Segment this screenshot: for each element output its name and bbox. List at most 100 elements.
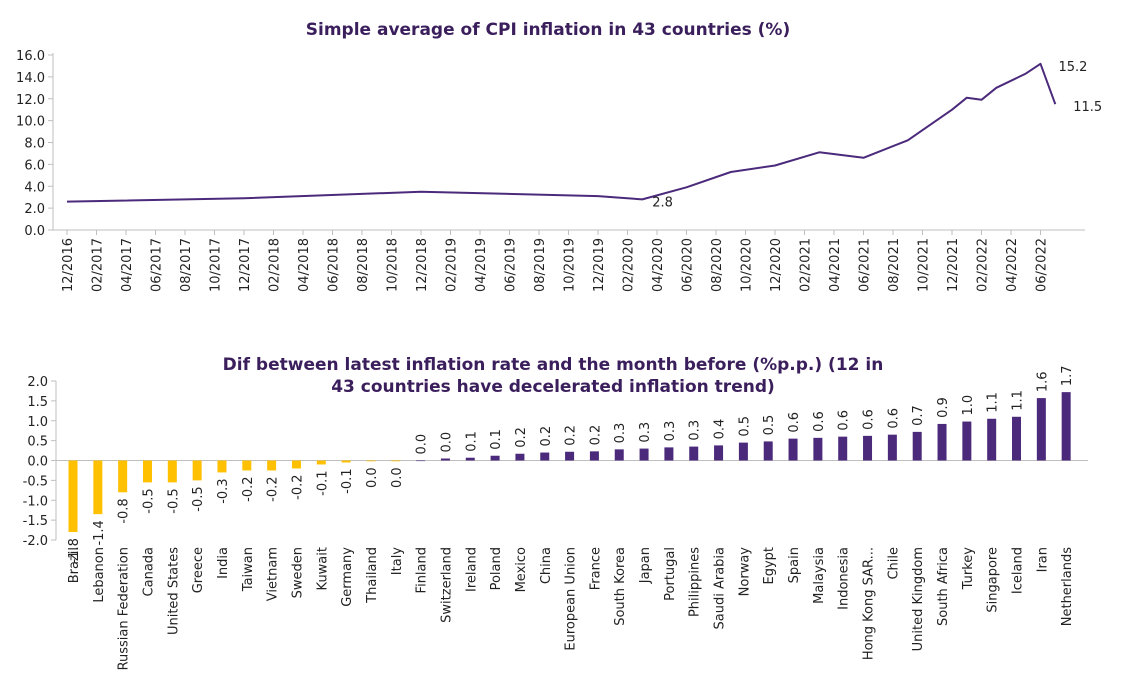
bar-chart-category-label: France — [588, 547, 603, 590]
bar-chart-value-label: 0.4 — [713, 419, 728, 440]
bar-chart-value-label: 0.0 — [365, 467, 380, 488]
bar-chart-category-label: Spain — [787, 547, 802, 583]
line-chart-x-tick-label: 08/2020 — [710, 238, 725, 292]
bar-chart-bar — [341, 460, 351, 463]
line-chart-x-tick-label: 02/2022 — [976, 238, 991, 292]
line-chart-x-tick-label: 02/2017 — [91, 238, 106, 292]
line-chart-x-tick-label: 12/2017 — [238, 238, 253, 292]
bar-chart-y-tick-label: 2.0 — [27, 375, 48, 390]
bar-chart-bar — [813, 437, 823, 461]
line-chart-x-tick-label: 06/2022 — [1035, 238, 1050, 292]
bar-chart-value-label: 0.1 — [464, 431, 479, 452]
line-chart-x-tick-label: 08/2021 — [887, 238, 902, 292]
line-chart-title: Simple average of CPI inflation in 43 co… — [306, 20, 790, 40]
bar-chart-y-tick-label: -0.5 — [23, 474, 48, 489]
line-chart-x-tick-label: 02/2018 — [268, 238, 283, 292]
bar-chart-category-label: Turkey — [961, 547, 976, 591]
line-chart-annotation: 11.5 — [1073, 100, 1102, 115]
bar-chart-bar — [540, 452, 550, 461]
bar-chart-category-label: Brazil — [67, 547, 82, 583]
bar-chart-category-label: Russian Federation — [117, 547, 132, 670]
bar-chart-bar — [639, 448, 649, 461]
line-chart-series-line — [66, 62, 1057, 203]
bar-chart-value-label: -0.1 — [340, 468, 355, 493]
bar-chart-bar — [1061, 392, 1071, 461]
bar-chart-bar — [838, 436, 848, 461]
bar-chart-category-label: South Korea — [613, 547, 628, 626]
line-chart-y-tick-label: 4.0 — [24, 180, 45, 195]
bar-chart-category-label: Taiwan — [241, 547, 256, 592]
bar-chart-category-label: European Union — [564, 547, 579, 651]
bar-chart-value-label: 0.6 — [787, 412, 802, 433]
line-chart-x-tick-label: 06/2017 — [150, 238, 165, 292]
bar-chart-bar — [1012, 416, 1022, 461]
bar-chart-value-label: 0.0 — [390, 467, 405, 488]
line-chart-x-tick-label: 10/2017 — [209, 238, 224, 292]
bar-chart-category-label: Saudi Arabia — [713, 547, 728, 630]
bar-chart-category-label: Germany — [340, 547, 355, 607]
bar-chart-bar — [291, 460, 301, 469]
line-chart-x-tick-label: 06/2021 — [858, 238, 873, 292]
bar-chart-category-label: Iceland — [1011, 547, 1026, 594]
bar-chart-category-label: Japan — [638, 547, 653, 584]
bar-chart-category-label: United Kingdom — [911, 547, 926, 651]
bar-chart-title-line-2: 43 countries have decelerated inflation … — [331, 377, 775, 397]
bar-chart-value-label: 0.3 — [688, 420, 703, 441]
line-chart-x-tick-label: 04/2017 — [120, 238, 135, 292]
bar-chart-value-label: 0.6 — [886, 408, 901, 429]
line-chart-x-tick-label: 02/2020 — [622, 238, 637, 292]
bar-chart-category-label: Mexico — [514, 547, 529, 592]
bar-chart-category-label: United States — [166, 547, 181, 635]
bar-chart-value-label: 0.2 — [539, 426, 554, 447]
bar-chart-bar — [565, 451, 575, 461]
bar-chart-value-labels: -1.8 -1.4 -0.8 -0.5 -0.5 -0.5 -0.3 -0.2 -0.2 -0.2… — [67, 365, 1075, 563]
line-chart-x-tick-label: 04/2022 — [1005, 238, 1020, 292]
bar-chart-bar — [763, 441, 773, 461]
bar-chart-category-labels: Brazil Lebanon Russian Federation Canada Uni… — [67, 547, 1075, 671]
bar-chart-category-label: Philippines — [688, 547, 703, 617]
line-chart-x-tick-label: 10/2018 — [386, 238, 401, 292]
bar-chart-category-label: Thailand — [365, 547, 380, 604]
bar-chart-value-label: 1.7 — [1060, 365, 1075, 386]
bar-chart-value-label: 0.1 — [489, 429, 504, 450]
line-chart-y-tick-label: 12.0 — [16, 93, 45, 108]
bar-chart-bar — [962, 421, 972, 461]
bar-chart-value-label: -1.4 — [92, 520, 107, 545]
bar-chart-bar — [366, 460, 376, 462]
bar-chart-category-label: Lebanon — [92, 547, 107, 603]
bar-chart-bar — [788, 438, 798, 461]
bar-chart-y-tick-label: 0.5 — [27, 435, 48, 450]
bar-chart-bar — [614, 449, 624, 461]
line-chart: Simple average of CPI inflation in 43 co… — [16, 20, 1102, 292]
bar-chart-bar — [887, 434, 897, 461]
bar-chart-value-label: 0.7 — [911, 405, 926, 426]
bar-chart-value-label: -0.5 — [191, 486, 206, 511]
line-chart-x-tick-label: 10/2019 — [563, 238, 578, 292]
bar-chart-bar — [863, 435, 873, 461]
bar-chart-value-label: 0.0 — [439, 432, 454, 453]
bar-chart-category-label: Finland — [415, 547, 430, 593]
bar-chart-bar — [937, 423, 947, 461]
line-chart-y-tick-label: 2.0 — [24, 202, 45, 217]
bar-chart: Dif between latest inflation rate and th… — [23, 355, 1088, 670]
line-chart-y-tick-label: 8.0 — [24, 137, 45, 152]
bar-chart-bar — [440, 458, 450, 461]
bar-chart-bar — [465, 457, 475, 461]
bar-chart-value-label: 0.2 — [514, 427, 529, 448]
bar-chart-category-label: Vietnam — [266, 547, 281, 601]
bar-chart-category-label: Chile — [886, 547, 901, 580]
bar-chart-category-label: Netherlands — [1060, 547, 1075, 626]
bar-chart-y-tick-label: 0.0 — [27, 455, 48, 470]
line-chart-annotations: 2.8 15.2 11.5 — [652, 60, 1102, 211]
bar-chart-bar — [490, 455, 500, 461]
line-chart-x-tick-label: 04/2018 — [297, 238, 312, 292]
line-chart-x-tick-label: 04/2019 — [474, 238, 489, 292]
bar-chart-value-label: 0.5 — [737, 416, 752, 437]
bar-chart-category-label: Portugal — [663, 547, 678, 601]
bar-chart-bar — [217, 460, 227, 473]
bar-chart-category-label: Poland — [489, 547, 504, 590]
bar-chart-category-label: Indonesia — [837, 547, 852, 610]
bar-chart-value-label: 0.3 — [663, 421, 678, 442]
